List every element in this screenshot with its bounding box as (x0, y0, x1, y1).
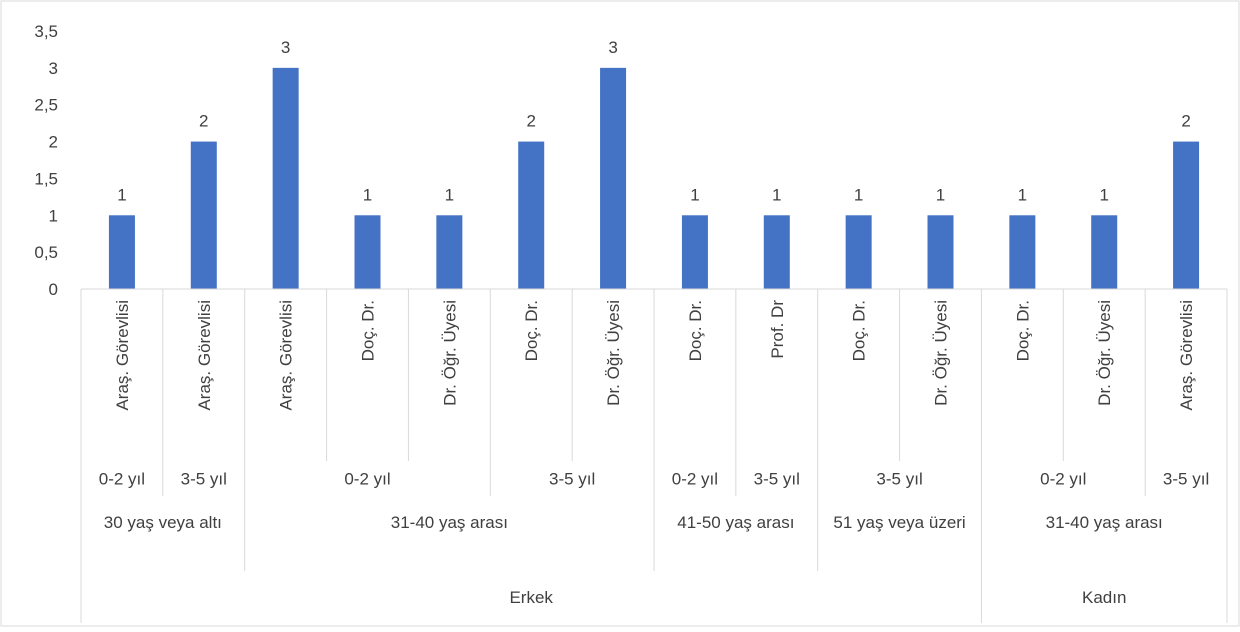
data-label: 1 (363, 185, 372, 204)
x-category-label: Araş. Görevlisi (277, 300, 296, 411)
x-category-label: Araş. Görevlisi (195, 300, 214, 411)
data-label: 1 (117, 185, 126, 204)
y-tick-label: 1 (49, 206, 58, 225)
gender-group-label: Erkek (509, 588, 553, 607)
y-axis: 0 0,5 1 1,5 2 2,5 3 3,5 (34, 22, 58, 299)
x-axis: Araş. Görevlisi Araş. Görevlisi Araş. Göre… (80, 288, 1228, 623)
experience-group-label: 3-5 yıl (754, 470, 800, 489)
x-category-label: Doç. Dr. (850, 300, 869, 361)
experience-group-label: 3-5 yıl (549, 470, 595, 489)
data-label: 1 (854, 185, 863, 204)
experience-group-label: 0-2 yıl (1040, 470, 1086, 489)
experience-group-label: 0-2 yıl (344, 470, 390, 489)
data-labels: 1 2 3 1 1 2 3 1 1 1 1 1 1 2 (117, 38, 1191, 204)
age-group-label: 31-40 yaş arası (1046, 513, 1163, 532)
x-category-label: Araş. Görevlisi (1177, 300, 1196, 411)
experience-group-label: 3-5 yıl (876, 470, 922, 489)
bar (845, 215, 872, 289)
x-category-label: Doç. Dr. (686, 300, 705, 361)
y-tick-label: 3,5 (34, 22, 58, 41)
x-category-label: Doç. Dr. (1013, 300, 1032, 361)
x-category-label: Dr. Öğr. Üyesi (1095, 300, 1114, 406)
x-category-label: Araş. Görevlisi (113, 300, 132, 411)
x-category-label: Doç. Dr. (359, 300, 378, 361)
bar (108, 215, 135, 289)
data-label: 1 (445, 185, 454, 204)
y-tick-label: 0,5 (34, 243, 58, 262)
y-tick-label: 3 (49, 59, 58, 78)
experience-group-label: 0-2 yıl (672, 470, 718, 489)
data-label: 3 (608, 38, 617, 57)
y-tick-label: 2,5 (34, 96, 58, 115)
x-category-label: Dr. Öğr. Üyesi (932, 300, 951, 406)
age-group-label: 41-50 yaş arası (677, 513, 794, 532)
bar (681, 215, 708, 289)
bar (436, 215, 463, 289)
bar (600, 67, 627, 289)
age-group-label: 51 yaş veya üzeri (833, 513, 965, 532)
experience-group-label: 0-2 yıl (99, 470, 145, 489)
bar (763, 215, 790, 289)
x-category-label: Dr. Öğr. Üyesi (604, 300, 623, 406)
data-label: 2 (199, 112, 208, 131)
bar (354, 215, 381, 289)
experience-group-label: 3-5 yıl (181, 470, 227, 489)
gender-group-label: Kadın (1082, 588, 1126, 607)
data-label: 1 (690, 185, 699, 204)
bar (272, 67, 299, 289)
bar (190, 141, 217, 289)
bar (1173, 141, 1200, 289)
y-tick-label: 0 (49, 280, 58, 299)
bar-series (108, 67, 1200, 289)
age-group-label: 31-40 yaş arası (391, 513, 508, 532)
data-label: 1 (1099, 185, 1108, 204)
x-category-label: Dr. Öğr. Üyesi (440, 300, 459, 406)
bar (927, 215, 954, 289)
experience-group-label: 3-5 yıl (1163, 470, 1209, 489)
data-label: 2 (526, 112, 535, 131)
bar (1009, 215, 1036, 289)
y-tick-label: 1,5 (34, 169, 58, 188)
data-label: 2 (1181, 112, 1190, 131)
bar (1091, 215, 1118, 289)
x-category-label: Prof. Dr (768, 300, 787, 359)
age-group-label: 30 yaş veya altı (104, 513, 222, 532)
bar (518, 141, 545, 289)
x-category-label: Doç. Dr. (522, 300, 541, 361)
data-label: 1 (936, 185, 945, 204)
y-tick-label: 2 (49, 133, 58, 152)
data-label: 1 (772, 185, 781, 204)
data-label: 1 (1018, 185, 1027, 204)
data-label: 3 (281, 38, 290, 57)
